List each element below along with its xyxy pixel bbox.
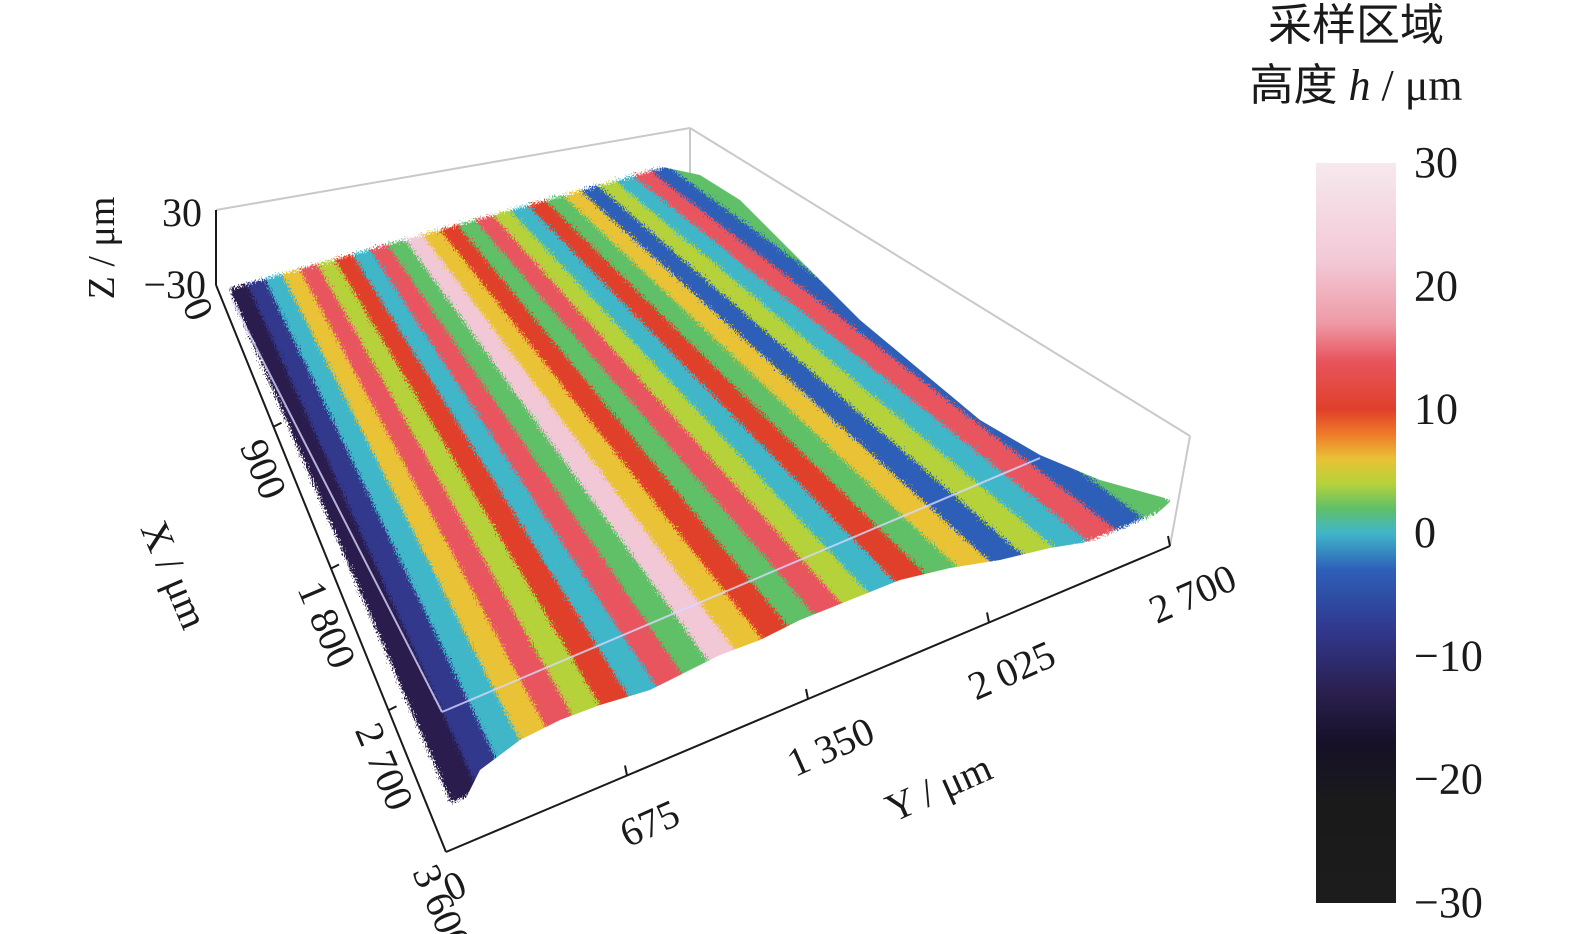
- colorbar-title-line2: 高度 h / μm: [1249, 61, 1462, 110]
- colorbar-title-line1: 采样区域: [1268, 1, 1444, 50]
- colorbar-tick-label-4: −10: [1414, 631, 1483, 680]
- y-tick-label-1: 675: [613, 790, 686, 856]
- z-tick-label-top: 30: [162, 190, 202, 235]
- colorbar-tick-label-3: 0: [1414, 508, 1436, 557]
- axis-tick-marks: [273, 421, 1171, 776]
- colorbar: 采样区域 高度 h / μm 30 20 10 0 −10 −20 −30: [1249, 1, 1482, 927]
- y-tick-label-4: 2 700: [1142, 555, 1243, 633]
- z-axis-label: Z / μm: [81, 197, 123, 300]
- plot-front-edges: [231, 299, 1041, 713]
- x-tick-label-1: 900: [231, 433, 296, 506]
- colorbar-tick-label-6: −30: [1414, 878, 1483, 927]
- y-axis-label: Y / μm: [879, 745, 999, 831]
- y-tick-label-2: 1 350: [780, 708, 881, 786]
- y-tick-mark-2: [805, 688, 809, 700]
- colorbar-tick-label-5: −20: [1414, 755, 1483, 804]
- colorbar-tick-labels: 30 20 10 0 −10 −20 −30: [1414, 138, 1483, 927]
- colorbar-tick-label-0: 30: [1414, 138, 1458, 187]
- x-tick-mark-3: [388, 705, 397, 712]
- y-tick-label-3: 2 025: [961, 631, 1062, 709]
- height-surface: [229, 162, 1172, 803]
- y-tick-mark-3: [986, 612, 990, 623]
- x-tick-mark-1: [273, 421, 282, 428]
- y-tick-mark-4: [1167, 535, 1171, 547]
- colorbar-tick-label-1: 20: [1414, 261, 1458, 310]
- x-tick-mark-2: [330, 563, 340, 570]
- x-axis-label: X / μm: [132, 514, 217, 635]
- y-tick-mark-1: [624, 765, 628, 776]
- colorbar-tick-label-2: 10: [1414, 385, 1458, 434]
- z-tick-label-bottom: −30: [143, 262, 206, 307]
- colorbar-gradient-bar: [1316, 163, 1396, 903]
